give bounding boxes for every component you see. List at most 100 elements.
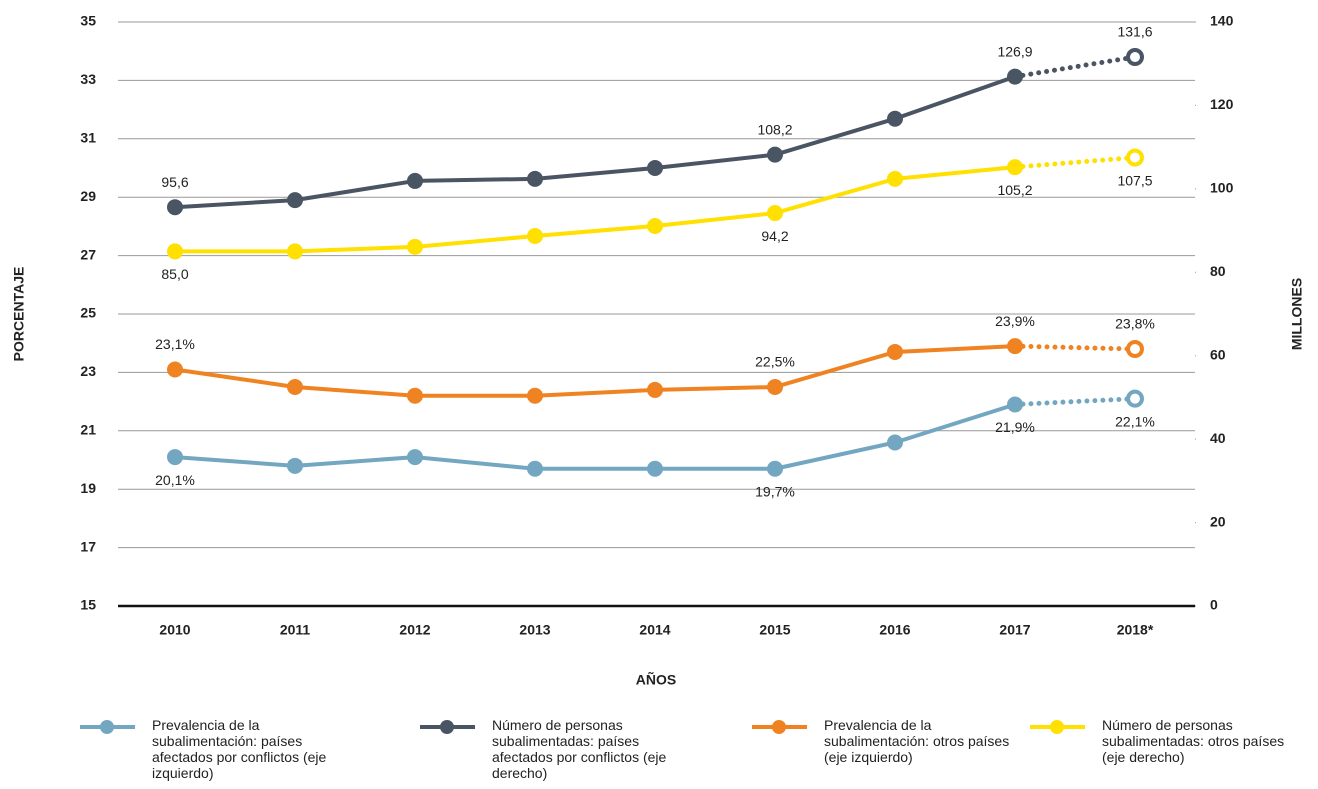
y-tick-label: 15 (80, 597, 96, 613)
y2-tick-label: 100 (1210, 180, 1234, 196)
value-label: 19,7% (755, 483, 795, 499)
projection-line (1012, 343, 1138, 352)
marker (1007, 338, 1023, 355)
x-tick-label: 2012 (399, 622, 430, 638)
y-tick-label: 27 (80, 246, 96, 262)
y2-tick-label: 80 (1210, 263, 1226, 279)
marker (767, 379, 783, 395)
marker (887, 110, 903, 127)
y2-tick-label: 0 (1210, 597, 1218, 613)
x-axis-label: AÑOS (636, 671, 676, 688)
legend-label: Número de personas subalimentadas: paíse… (492, 717, 667, 781)
marker (647, 460, 663, 477)
y2-tick-label: 40 (1210, 430, 1226, 446)
marker (407, 172, 423, 189)
marker (1126, 48, 1144, 67)
value-label: 23,9% (995, 313, 1035, 329)
x-tick-label: 2010 (159, 622, 190, 638)
y-tick-label: 29 (80, 188, 96, 204)
legend-marker (440, 720, 454, 734)
marker (287, 457, 303, 474)
value-label: 85,0 (161, 266, 188, 282)
value-label: 21,9% (995, 419, 1035, 435)
marker (167, 361, 183, 378)
projection-line (1012, 54, 1138, 80)
series-line (174, 344, 1016, 398)
projection-line (1012, 155, 1138, 170)
y-tick-label: 33 (80, 71, 96, 87)
legend-label: Número de personas subalimentadas: otros… (1102, 717, 1285, 765)
marker (647, 381, 663, 398)
marker (1126, 340, 1144, 359)
legend-marker (100, 720, 114, 734)
marker (1007, 68, 1023, 85)
y-tick-label: 25 (80, 305, 96, 321)
series-line (175, 165, 1016, 254)
legend-marker (1050, 720, 1064, 734)
value-label: 22,1% (1115, 413, 1155, 429)
x-tick-label: 2016 (879, 622, 910, 638)
marker (527, 460, 543, 477)
value-label: 94,2 (761, 228, 788, 244)
marker (887, 170, 903, 187)
marker (1126, 148, 1144, 167)
value-label: 131,6 (1117, 24, 1152, 40)
value-label: 108,2 (757, 121, 792, 137)
value-label: 22,5% (755, 354, 795, 370)
legend-marker (772, 720, 786, 734)
marker (1007, 396, 1023, 413)
marker (1126, 389, 1144, 408)
y-tick-label: 31 (80, 130, 96, 146)
value-label: 23,1% (155, 336, 195, 352)
x-tick-label: 2017 (999, 622, 1030, 638)
marker (887, 343, 903, 360)
value-label: 107,5 (1117, 172, 1152, 188)
y-axis-label: PORCENTAJE (11, 267, 27, 362)
marker (407, 238, 423, 255)
marker (767, 460, 783, 477)
value-label: 23,8% (1115, 316, 1155, 332)
y2-tick-label: 140 (1210, 13, 1234, 29)
x-tick-label: 2013 (519, 622, 550, 638)
marker (647, 217, 663, 234)
y-tick-label: 21 (80, 422, 96, 438)
value-label: 105,2 (997, 182, 1032, 198)
marker (287, 192, 303, 209)
marker (527, 170, 543, 187)
marker (527, 387, 543, 404)
y2-axis-label: MILLONES (1289, 278, 1305, 350)
series-line (174, 74, 1016, 210)
marker (527, 227, 543, 244)
marker (287, 243, 303, 260)
marker (287, 379, 303, 395)
value-label: 95,6 (161, 174, 188, 190)
marker (167, 243, 183, 260)
series-line (174, 402, 1016, 471)
y2-tick-label: 120 (1210, 96, 1234, 112)
projection-line (1012, 396, 1138, 408)
legend-label: Prevalencia de la subalimentación: otros… (824, 717, 1010, 765)
marker (167, 199, 183, 216)
y-tick-label: 23 (80, 363, 96, 379)
x-tick-label: 2015 (759, 622, 790, 638)
marker (767, 146, 783, 163)
x-tick-label: 2014 (639, 622, 670, 638)
y-tick-label: 19 (80, 480, 96, 496)
y-tick-label: 35 (80, 13, 96, 29)
legend-label: Prevalencia de la subalimentación: paíse… (152, 717, 327, 781)
value-label: 126,9 (997, 43, 1032, 59)
marker (767, 205, 783, 222)
y-tick-label: 17 (80, 538, 96, 554)
y2-tick-label: 20 (1210, 513, 1226, 529)
marker (407, 387, 423, 404)
x-tick-label: 2011 (280, 622, 311, 638)
y2-tick-label: 60 (1210, 346, 1226, 362)
marker (1007, 159, 1023, 176)
marker (407, 449, 423, 466)
marker (167, 449, 183, 466)
x-tick-label: 2018* (1117, 622, 1154, 638)
marker (887, 434, 903, 451)
marker (647, 160, 663, 176)
